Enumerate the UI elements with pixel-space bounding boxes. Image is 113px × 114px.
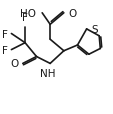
Text: F: F [22,13,28,23]
Text: F: F [2,29,8,39]
Text: O: O [68,9,76,19]
Text: O: O [10,59,18,69]
Text: S: S [90,25,97,35]
Text: HO: HO [20,9,36,19]
Text: F: F [2,45,8,55]
Text: NH: NH [40,68,55,78]
